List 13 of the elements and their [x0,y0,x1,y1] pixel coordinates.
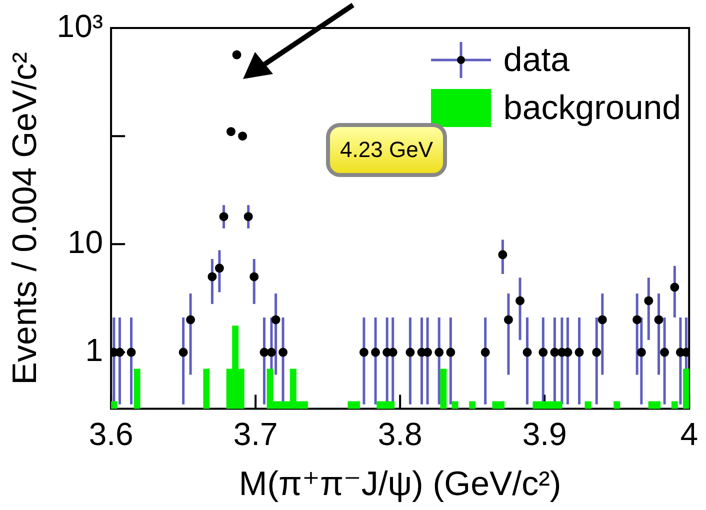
y-tick-label: 10³ [56,8,104,44]
annotation: 4.23 GeV [326,123,447,177]
x-tick-label: 3.7 [233,416,278,452]
y-tick-label: 10 [67,224,104,260]
x-tick-label: 3.6 [88,416,134,452]
x-tick-label: 3.9 [522,416,567,452]
legend-label: data [503,40,570,81]
x-axis-title: M(π⁺π⁻J/ψ) (GeV/c²) [238,464,562,503]
y-tick-label: 1 [85,332,104,368]
legend-label: background [503,88,682,129]
x-tick-label: 3.8 [378,416,422,452]
x-tick-label: 4 [680,416,698,452]
y-axis-title: Events / 0.004 GeV/c² [6,52,44,385]
